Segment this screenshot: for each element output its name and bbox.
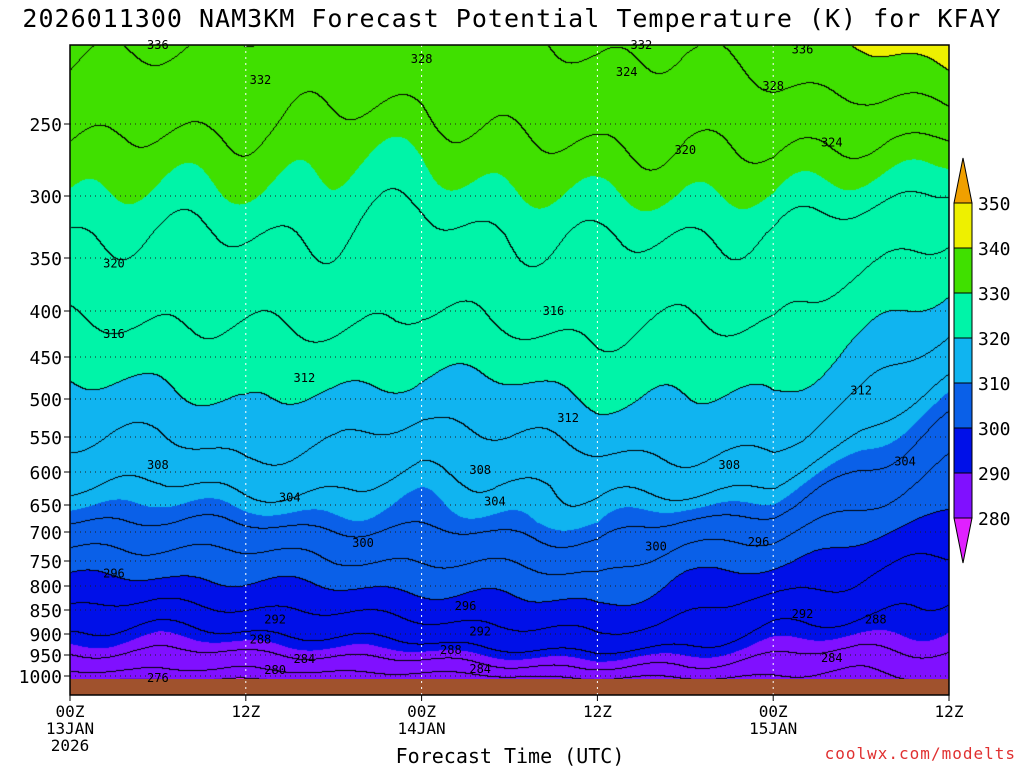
contour-label-316: 316 xyxy=(103,327,125,341)
contour-label-324: 324 xyxy=(616,65,638,79)
colorbar-segment-290 xyxy=(953,427,973,474)
colorbar: 280 290 300 310 320 330 340 350 xyxy=(953,157,1011,564)
y-tick-label-350: 350 xyxy=(29,249,62,270)
y-tick-label-850: 850 xyxy=(29,601,62,622)
contour-label-292: 292 xyxy=(792,607,814,621)
colorbar-segment-310 xyxy=(953,337,973,384)
colorbar-label-340: 340 xyxy=(978,239,1011,260)
x-tick-label-24: 00Z xyxy=(407,702,436,721)
plot-frame xyxy=(69,44,950,696)
x-tick-label-12: 12Z xyxy=(231,702,260,721)
colorbar-segment-300 xyxy=(953,382,973,429)
colorbar-label-320: 320 xyxy=(978,329,1011,350)
colorbar-segment-340 xyxy=(953,202,973,249)
contour-label-296: 296 xyxy=(103,567,125,581)
contour-label-300: 300 xyxy=(352,536,374,550)
y-tick-label-450: 450 xyxy=(29,348,62,369)
x-tick-label-48: 00Z xyxy=(759,702,788,721)
contour-label-300: 300 xyxy=(645,540,667,554)
contour-label-308: 308 xyxy=(147,458,169,472)
contour-label-layer: 276 280 284 284 284 288 288 288 292 292 292 296 296 2… xyxy=(103,38,916,685)
contour-label-304: 304 xyxy=(894,455,916,469)
contour-label-292: 292 xyxy=(264,613,286,627)
credit-text: coolwx.com/modelts xyxy=(824,744,1016,763)
contour-label-304: 304 xyxy=(279,491,301,505)
contour-label-332: 332 xyxy=(250,73,272,87)
contour-label-312: 312 xyxy=(557,411,579,425)
contour-label-324: 324 xyxy=(821,136,843,150)
contour-label-296: 296 xyxy=(455,599,477,613)
y-tick-label-600: 600 xyxy=(29,463,62,484)
contour-label-288: 288 xyxy=(865,613,887,627)
contour-label-288: 288 xyxy=(440,643,462,657)
y-tick-label-1000: 1000 xyxy=(19,667,62,688)
colorbar-segment-280 xyxy=(953,472,973,519)
y-tick-label-250: 250 xyxy=(29,115,62,136)
x-tick-label-60: 12Z xyxy=(935,702,964,721)
colorbar-bottom-arrow xyxy=(953,517,973,564)
colorbar-label-300: 300 xyxy=(978,419,1011,440)
contour-fill-layer xyxy=(70,45,949,695)
x-tick-sublabel-15JAN: 15JAN xyxy=(749,719,797,738)
grid-layer xyxy=(70,45,949,695)
colorbar-label-290: 290 xyxy=(978,464,1011,485)
chart-title: 2026011300 NAM3KM Forecast Potential Tem… xyxy=(22,4,1002,33)
y-tick-label-800: 800 xyxy=(29,577,62,598)
y-tick-label-550: 550 xyxy=(29,428,62,449)
contour-label-296: 296 xyxy=(748,535,770,549)
y-tick-label-400: 400 xyxy=(29,302,62,323)
y-tick-label-650: 650 xyxy=(29,496,62,517)
contour-label-308: 308 xyxy=(718,458,740,472)
colorbar-label-350: 350 xyxy=(978,194,1011,215)
contour-label-276: 276 xyxy=(147,671,169,685)
x-axis-title: Forecast Time (UTC) xyxy=(395,744,625,768)
ground-surface xyxy=(70,679,949,695)
contour-label-284: 284 xyxy=(469,662,491,676)
y-tick-label-950: 950 xyxy=(29,646,62,667)
contour-fill-image xyxy=(70,45,949,695)
y-tick-label-700: 700 xyxy=(29,523,62,544)
colorbar-top-arrow xyxy=(953,157,973,204)
contour-label-284: 284 xyxy=(821,651,843,665)
contour-label-336: 336 xyxy=(792,43,814,57)
y-tick-label-500: 500 xyxy=(29,390,62,411)
contour-label-328: 328 xyxy=(762,79,784,93)
colorbar-label-310: 310 xyxy=(978,374,1011,395)
colorbar-segment-330 xyxy=(953,247,973,294)
contour-label-312: 312 xyxy=(294,371,316,385)
contour-label-312: 312 xyxy=(850,384,872,398)
colorbar-label-280: 280 xyxy=(978,509,1011,530)
colorbar-label-330: 330 xyxy=(978,284,1011,305)
y-tick-label-900: 900 xyxy=(29,625,62,646)
contour-label-292: 292 xyxy=(469,625,491,639)
contour-label-284: 284 xyxy=(294,652,316,666)
contour-line-layer xyxy=(70,679,949,695)
y-tick-label-750: 750 xyxy=(29,552,62,573)
contour-label-320: 320 xyxy=(674,143,696,157)
contour-label-316: 316 xyxy=(543,304,565,318)
contour-label-280: 280 xyxy=(264,663,286,677)
x-tick-sublabel-14JAN: 14JAN xyxy=(398,719,446,738)
x-tick-sublabel-2026: 2026 xyxy=(51,736,90,755)
contour-label-288: 288 xyxy=(250,632,272,646)
x-tick-label-36: 12Z xyxy=(583,702,612,721)
x-tick-sublabel-13JAN: 13JAN xyxy=(46,719,94,738)
contour-label-304: 304 xyxy=(484,495,506,509)
contour-label-308: 308 xyxy=(469,463,491,477)
contour-label-320: 320 xyxy=(103,256,125,270)
contour-label-328: 328 xyxy=(411,52,433,66)
colorbar-segment-320 xyxy=(953,292,973,339)
x-tick-label-0: 00Z xyxy=(56,702,85,721)
y-tick-label-300: 300 xyxy=(29,187,62,208)
